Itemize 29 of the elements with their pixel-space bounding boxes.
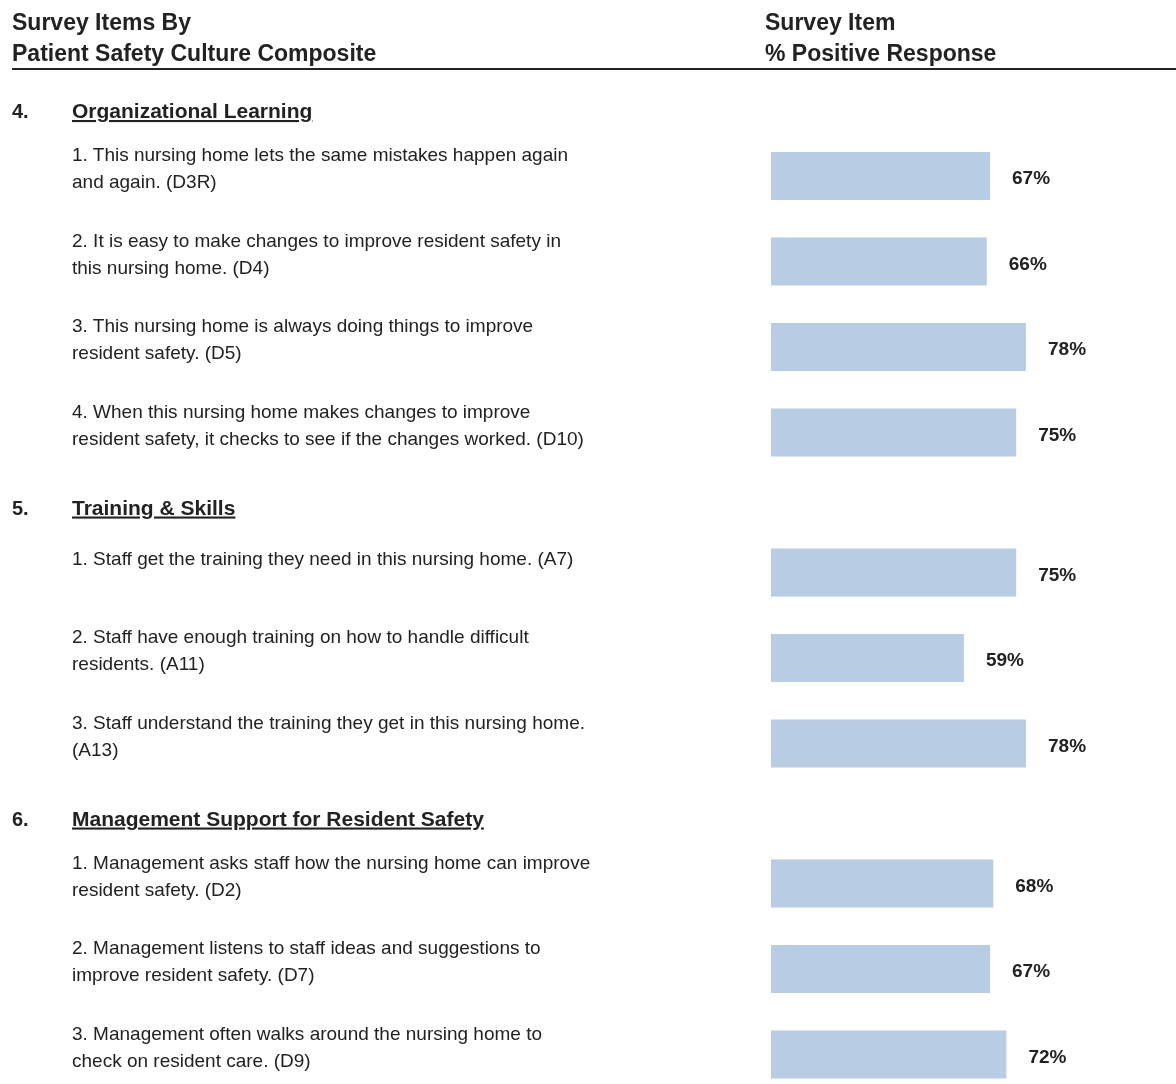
y-tick-label: 1. Staff get the training they need in this nursing home. (A7)	[72, 547, 574, 569]
y-tick-label: 1. Management asks staff how the nursing home can improve resident safety. (D2)	[72, 851, 591, 900]
bar	[771, 152, 991, 200]
y-tick-label: 2. Management listens to staff ideas and suggestions to improve resident safety. (D7)	[72, 937, 541, 985]
bar	[771, 237, 987, 286]
x-axis-title: Survey Item % Positive Response	[765, 9, 997, 66]
data-label: 75%	[1038, 563, 1077, 585]
data-label: 68%	[1015, 874, 1054, 896]
y-axis-title: Survey Items By Patient Safety Culture Composite	[12, 9, 377, 66]
data-label: 75%	[1038, 423, 1077, 445]
chart-title: 5. Training & Skills	[12, 495, 236, 519]
data-label: 66%	[1008, 252, 1047, 274]
bar	[771, 323, 1026, 371]
y-tick-label: 2. Staff have enough training on how to handle difficult residents. (A11)	[72, 626, 530, 674]
data-label: 59%	[985, 649, 1025, 670]
data-label: 67%	[1012, 167, 1051, 188]
chart-title: 6. Management Support for Resident Safety	[12, 806, 484, 830]
chart-title: 4. Organizational Learning	[12, 99, 313, 122]
data-label: 78%	[1048, 338, 1087, 359]
data-label: 67%	[1012, 960, 1051, 981]
data-label: 72%	[1028, 1045, 1067, 1067]
y-tick-label: 1. This nursing home lets the same mistakes happen again and again. (D3R)	[72, 144, 569, 192]
data-label: 78%	[1048, 734, 1087, 756]
y-tick-label: 3. Management often walks around the nursing home to check on resident care. (D9)	[72, 1022, 543, 1071]
y-tick-label: 2. It is easy to make changes to improve resident safety in this nursing home. (D4)	[72, 229, 561, 278]
bar	[771, 408, 1017, 457]
y-tick-label: 4. When this nursing home makes changes to improve resident safety, it checks to see if the changes worked. (D10)	[72, 400, 584, 449]
y-tick-label: 3. This nursing home is always doing things to improve resident safety. (D5)	[72, 315, 534, 363]
y-tick-label: 3. Staff understand the training they get in this nursing home. (A13)	[72, 711, 585, 760]
